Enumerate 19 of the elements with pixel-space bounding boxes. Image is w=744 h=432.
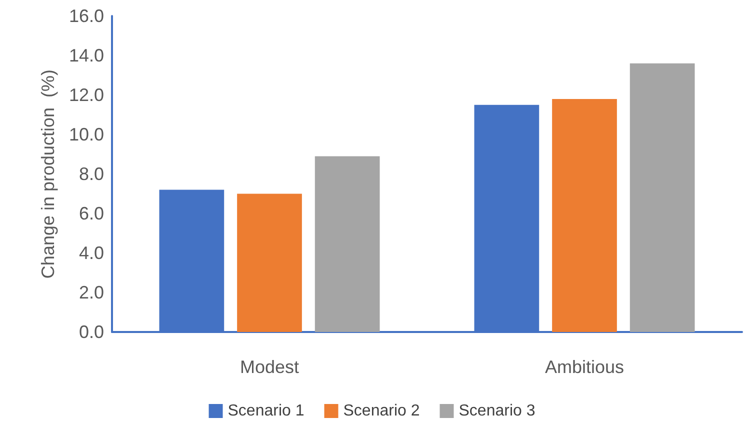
bar bbox=[237, 194, 302, 332]
y-tick-label: 12.0 bbox=[68, 85, 104, 105]
bar bbox=[630, 63, 695, 332]
legend-label: Scenario 2 bbox=[343, 402, 420, 420]
y-tick-label: 6.0 bbox=[78, 204, 104, 224]
legend-label: Scenario 3 bbox=[458, 402, 536, 420]
y-axis-title: Change in production (%) bbox=[38, 69, 58, 279]
bar bbox=[552, 98, 617, 332]
bar bbox=[314, 156, 380, 332]
y-tick-label: 10.0 bbox=[68, 124, 104, 144]
y-tick-label: 2.0 bbox=[78, 282, 104, 302]
y-tick-label: 14.0 bbox=[68, 46, 104, 66]
y-tick-label: 0.0 bbox=[78, 322, 104, 342]
y-tick-label: 4.0 bbox=[78, 243, 104, 263]
legend-label: Scenario 1 bbox=[228, 402, 304, 420]
x-tick-label: Modest bbox=[240, 357, 300, 377]
x-tick-label: Ambitious bbox=[544, 357, 624, 377]
y-tick-label: 8.0 bbox=[78, 164, 104, 184]
y-tick-label: 16.0 bbox=[68, 6, 104, 26]
